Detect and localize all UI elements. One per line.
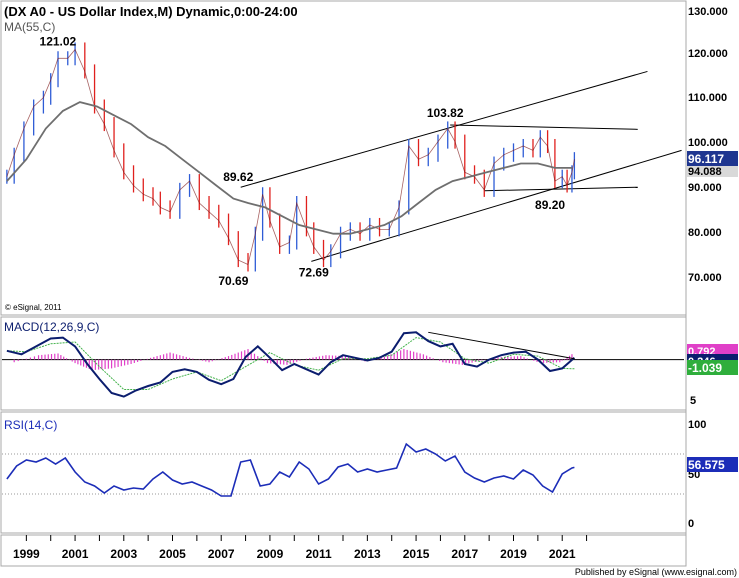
price-annotation-89-20: 89.20: [535, 198, 565, 212]
macd-signal-badge: [687, 360, 738, 375]
price-trendline-3: [484, 186, 638, 192]
time-label-2013: 2013: [354, 547, 381, 561]
price-trendline-1: [311, 149, 682, 262]
time-label-2015: 2015: [403, 547, 430, 561]
copyright-note: © eSignal, 2011: [5, 303, 62, 312]
macd-line: [6, 331, 576, 398]
time-label-2005: 2005: [159, 547, 186, 561]
time-label-1999: 1999: [13, 547, 40, 561]
rsi-series-layer: [2, 442, 684, 497]
publisher-footer: Published by eSignal (www.esignal.com): [575, 567, 737, 577]
last-price-text: 96.117: [688, 152, 724, 166]
macd-series-layer: [2, 331, 684, 398]
ma-legend-label: MA(55,C): [4, 20, 55, 34]
price-annotation-70-69: 70.69: [218, 274, 248, 288]
macd-signal-value: -1.039: [688, 361, 722, 375]
macd-trendline-0: [428, 331, 575, 360]
time-label-2001: 2001: [62, 547, 89, 561]
price-tick-90: 90.000: [688, 182, 722, 194]
macd-panel[interactable]: [0, 316, 687, 411]
price-tick-70: 70.000: [688, 272, 722, 284]
time-axis-layer: 1999 2001 2003 2005 2007 2009 2011 2013 2015 2017…: [13, 535, 588, 561]
rsi-tick-0: 0: [688, 518, 694, 530]
rsi-panel-title: RSI(14,C): [4, 418, 57, 432]
rsi-tick-100: 100: [688, 419, 706, 431]
ma55-line: [6, 101, 572, 235]
price-trendline-2: [450, 124, 638, 130]
price-tick-130: 130.000: [688, 6, 728, 18]
price-annotation-72-69: 72.69: [299, 265, 329, 279]
macd-tick-5: 5: [690, 395, 696, 407]
price-tick-100: 100.000: [688, 137, 728, 149]
price-trendline-0: [240, 70, 648, 188]
time-label-2021: 2021: [549, 547, 576, 561]
rsi-line: [6, 442, 575, 497]
ma-value-text: 94.088: [688, 166, 722, 178]
price-tick-80: 80.000: [688, 227, 722, 239]
last-price-badge: [687, 151, 738, 166]
time-label-2011: 2011: [306, 547, 332, 561]
macd-panel-title: MACD(12,26,9,C): [4, 320, 99, 334]
price-panel-title: (DX A0 - US Dollar Index,M) Dynamic,0:00…: [4, 4, 298, 19]
rsi-last-value: 56.575: [688, 458, 725, 472]
rsi-panel[interactable]: [0, 411, 687, 534]
price-series-layer: 121.02 89.62 70.69 72.69 103.82 89.20: [6, 34, 682, 288]
time-label-2009: 2009: [257, 547, 284, 561]
macd-hist-badge: [687, 344, 738, 357]
time-label-2003: 2003: [110, 547, 137, 561]
price-close-line: [6, 48, 575, 266]
rsi-last-badge: [687, 457, 738, 472]
time-label-2017: 2017: [451, 547, 478, 561]
price-tick-110: 110.000: [688, 92, 727, 104]
price-tick-120: 120.000: [688, 48, 728, 60]
price-annotation-103-82: 103.82: [427, 106, 464, 120]
time-label-2007: 2007: [208, 547, 235, 561]
price-annotation-121-02: 121.02: [40, 34, 77, 48]
price-annotation-89-62: 89.62: [223, 170, 253, 184]
ma-value-badge: [687, 164, 738, 177]
time-label-2019: 2019: [500, 547, 527, 561]
